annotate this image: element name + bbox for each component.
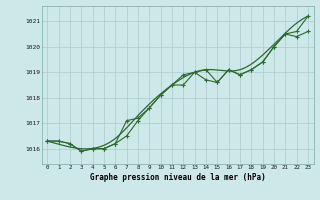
X-axis label: Graphe pression niveau de la mer (hPa): Graphe pression niveau de la mer (hPa): [90, 173, 266, 182]
